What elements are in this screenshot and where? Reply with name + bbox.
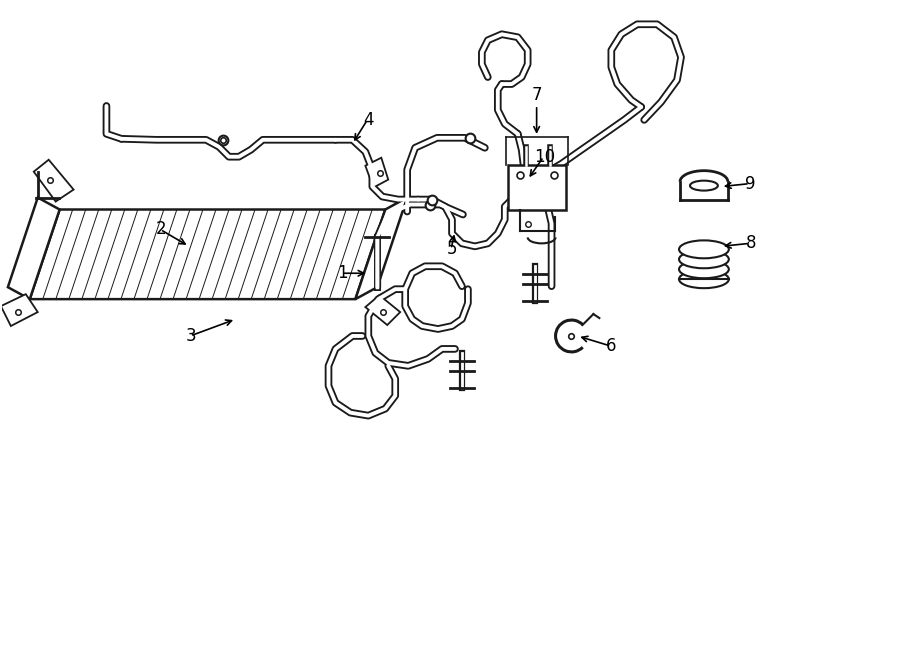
Polygon shape <box>8 198 59 299</box>
Text: 9: 9 <box>745 175 756 192</box>
Text: 6: 6 <box>606 337 616 355</box>
Polygon shape <box>1 294 38 326</box>
Polygon shape <box>365 295 400 325</box>
Text: 5: 5 <box>446 241 457 258</box>
Ellipse shape <box>679 270 729 288</box>
Text: 3: 3 <box>185 327 196 345</box>
Ellipse shape <box>690 180 718 190</box>
Text: 8: 8 <box>745 235 756 253</box>
Text: 7: 7 <box>531 86 542 104</box>
Ellipse shape <box>679 251 729 268</box>
Text: 10: 10 <box>534 147 555 166</box>
Text: 2: 2 <box>156 220 166 239</box>
Ellipse shape <box>679 241 729 258</box>
Polygon shape <box>356 198 407 299</box>
Text: 1: 1 <box>338 264 347 282</box>
Polygon shape <box>34 160 74 202</box>
Polygon shape <box>365 158 388 188</box>
Text: 4: 4 <box>363 111 374 129</box>
Ellipse shape <box>679 260 729 278</box>
FancyBboxPatch shape <box>508 165 565 210</box>
